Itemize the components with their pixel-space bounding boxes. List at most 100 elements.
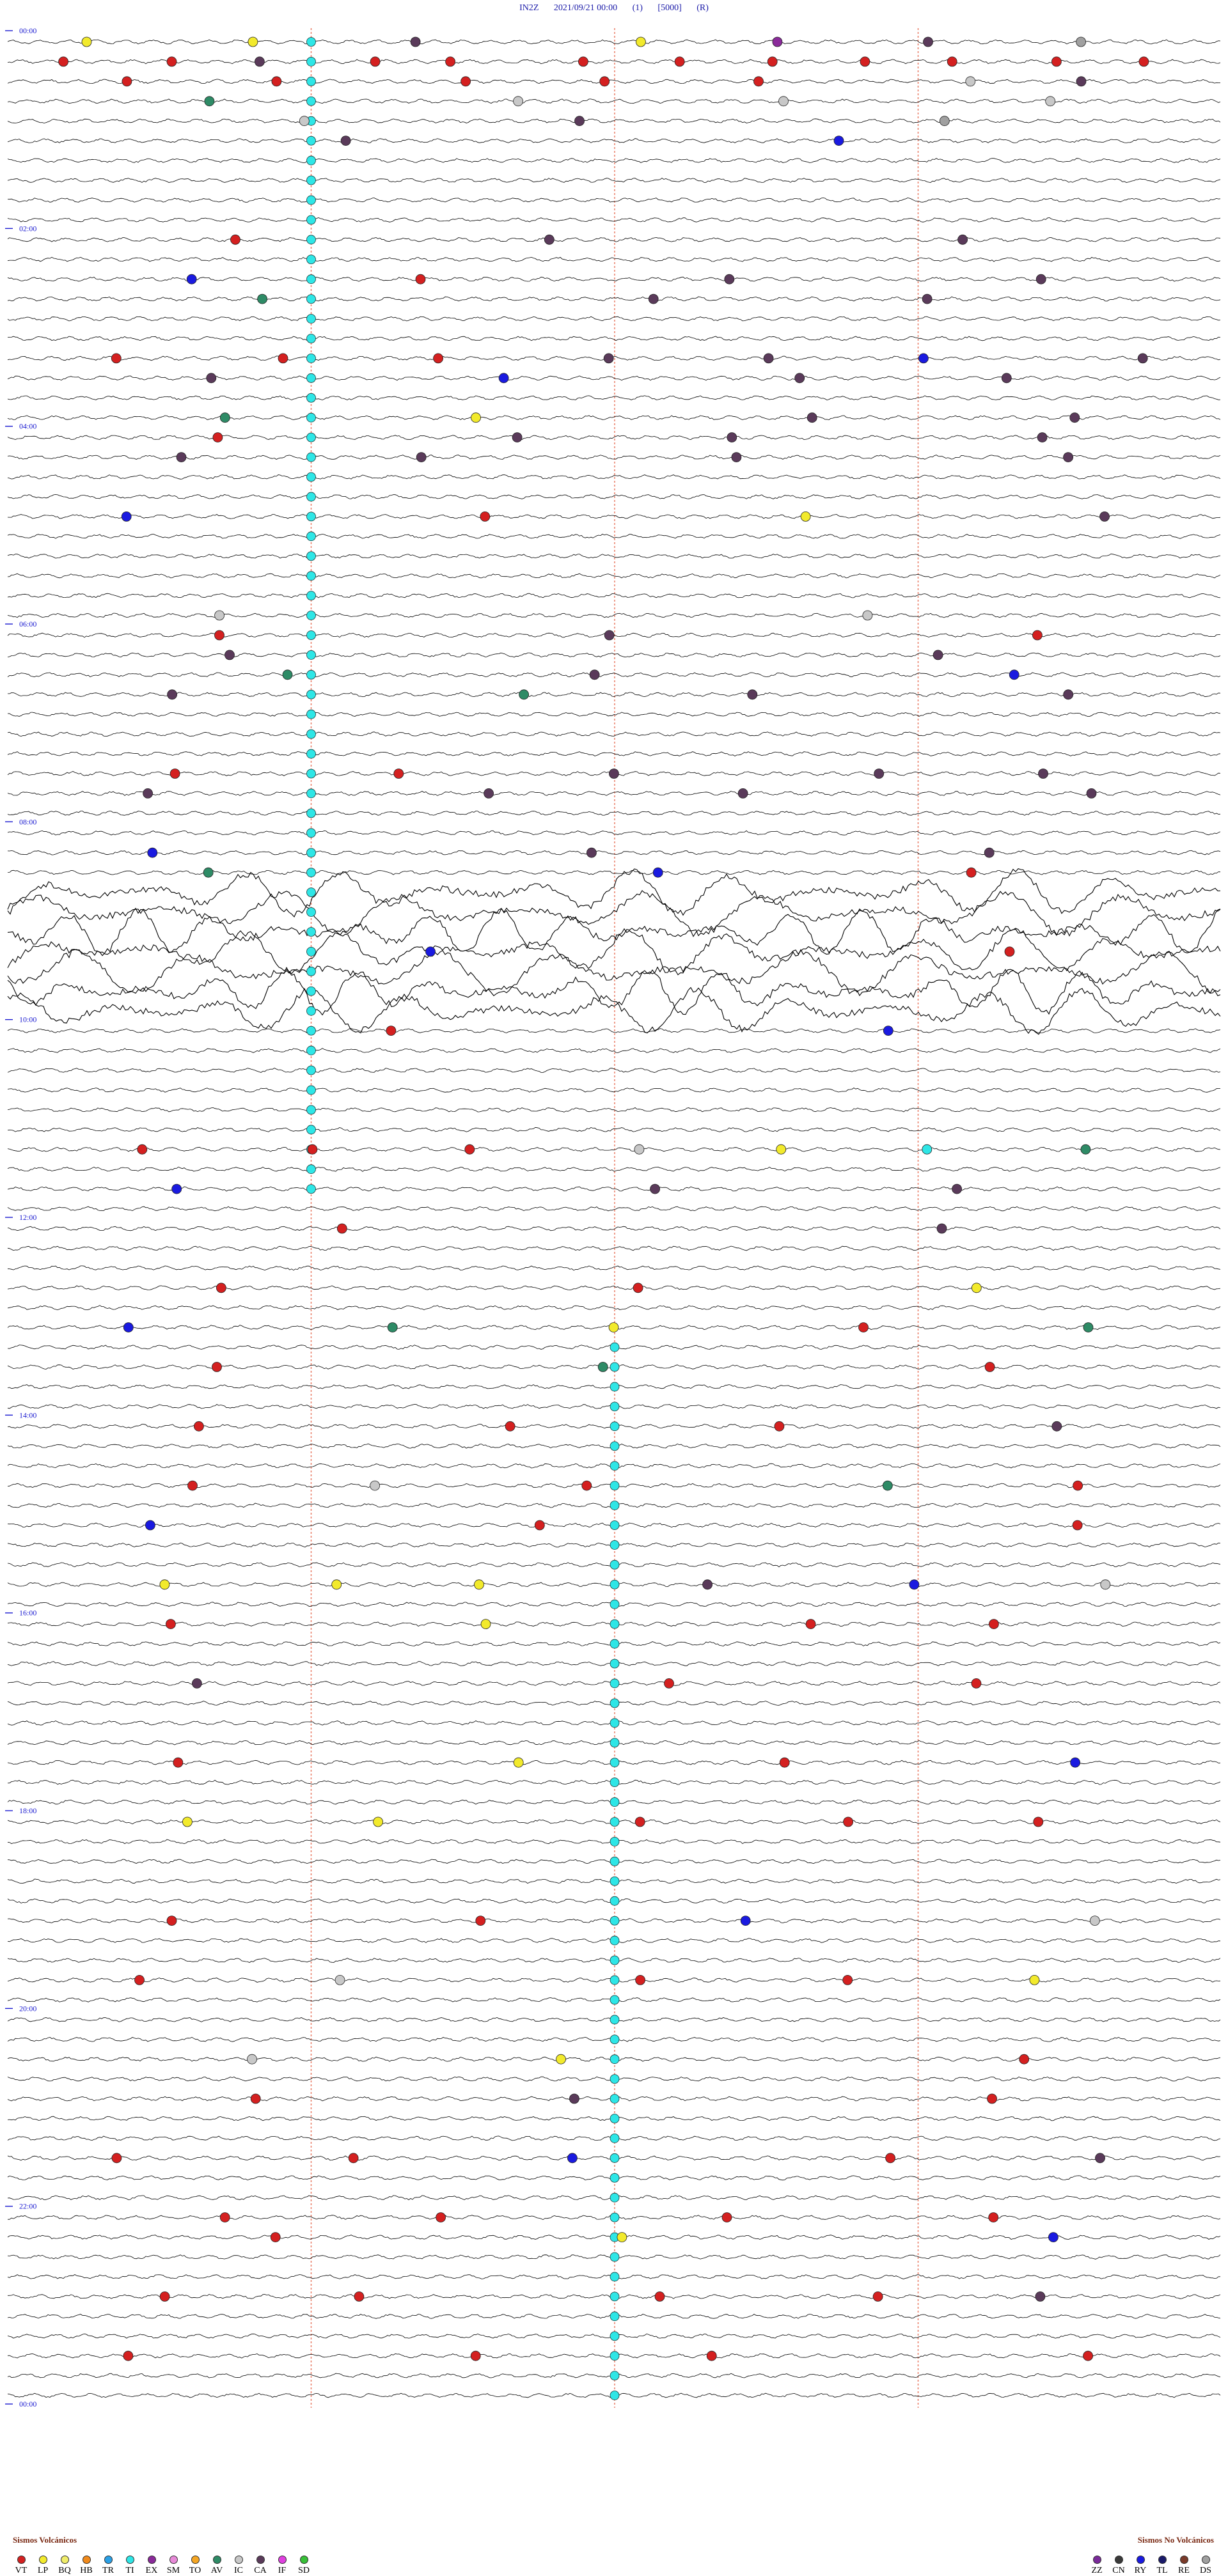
helicorder-plot: 00:00 02:00 04:00 06:00 08:00 10:00 12:00 14:00…	[5, 26, 1221, 2408]
event-marker-vt	[767, 56, 778, 67]
event-marker-vt	[219, 2212, 230, 2223]
event-marker-ca	[254, 56, 265, 67]
event-marker-ti	[610, 1738, 620, 1748]
event-marker-vt	[193, 1421, 204, 1432]
trace-row	[7, 39, 1221, 45]
event-marker-lp	[608, 1322, 619, 1333]
event-marker-ti	[306, 294, 316, 304]
event-marker-vt	[1051, 56, 1062, 67]
event-marker-lp	[471, 412, 481, 423]
event-marker-ti	[306, 472, 316, 482]
event-marker-ca	[586, 847, 597, 858]
event-marker-ca	[604, 630, 615, 641]
event-marker-ti	[610, 1441, 620, 1451]
trace-row	[7, 474, 1221, 480]
legend-code: TO	[189, 2566, 201, 2575]
event-marker-ti	[306, 788, 316, 799]
event-marker-ti	[306, 1045, 316, 1056]
event-marker-vt	[860, 56, 870, 67]
legend-volcanic-items: VT LP BQ HB TR TI EX SM TO AV IC CA IF SD	[13, 2556, 312, 2576]
event-marker-av	[219, 412, 230, 423]
event-marker-ca	[984, 847, 995, 858]
legend-swatch	[104, 2556, 113, 2564]
trace-row	[7, 731, 1221, 737]
event-marker-ti	[610, 1639, 620, 1649]
hour-label: 10:00	[19, 1015, 36, 1024]
trace-row	[7, 949, 1221, 997]
event-marker-ca	[922, 293, 933, 304]
hour-label: 00:00	[19, 2400, 36, 2408]
event-marker-vt	[654, 2291, 665, 2302]
legend-code: SM	[166, 2566, 180, 2575]
event-marker-vt	[187, 1480, 198, 1491]
trace-row	[7, 712, 1221, 717]
legend-non-volcanic-items: ZZ CN RY TL RE DS	[1089, 2556, 1214, 2576]
event-marker-ca	[206, 373, 217, 384]
trace-row	[7, 1305, 1221, 1311]
event-marker-vt	[370, 56, 381, 67]
legend-code: EX	[145, 2566, 158, 2575]
event-marker-vt	[460, 76, 471, 87]
event-marker-ca	[1069, 412, 1080, 423]
hour-label: 02:00	[19, 224, 36, 233]
event-marker-ti	[306, 571, 316, 581]
legend-item-re: RE	[1176, 2556, 1192, 2576]
event-marker-ca	[191, 1678, 202, 1689]
trace-row	[7, 672, 1221, 678]
trace-row	[7, 870, 1221, 875]
event-marker-ca	[1038, 769, 1048, 779]
event-marker-ry	[145, 1520, 155, 1531]
legend-swatch	[38, 2556, 47, 2564]
legend-item-to: TO	[187, 2556, 203, 2576]
event-marker-ti	[610, 1382, 620, 1392]
event-marker-ti	[610, 1698, 620, 1708]
legend-item-sm: SM	[165, 2556, 182, 2576]
event-marker-ic	[513, 96, 523, 107]
event-marker-vt	[159, 2291, 170, 2302]
trace-row	[7, 850, 1221, 855]
event-marker-ti	[306, 828, 316, 838]
legend-item-vt: VT	[13, 2556, 29, 2576]
event-marker-vt	[635, 1974, 645, 1985]
trace-row	[8, 336, 1221, 341]
event-marker-ti	[306, 274, 316, 285]
legend-swatch	[278, 2556, 287, 2564]
event-marker-ti	[610, 2015, 620, 2025]
event-marker-vt	[354, 2291, 365, 2302]
chart-header: IN2Z 2021/09/21 00:00 (1) [5000] (R)	[0, 0, 1228, 19]
legend-code: CN	[1112, 2566, 1125, 2575]
event-marker-lp	[182, 1816, 193, 1827]
event-marker-ti	[306, 1105, 316, 1115]
event-marker-ti	[610, 1817, 620, 1827]
event-marker-ti	[610, 2331, 620, 2341]
trace-row	[7, 1146, 1221, 1152]
event-marker-ry	[652, 867, 663, 878]
event-marker-vt	[433, 353, 443, 364]
event-marker-ti	[306, 1006, 316, 1016]
event-marker-ti	[610, 1777, 620, 1788]
hour-label: 18:00	[19, 1806, 36, 1815]
trace-row	[7, 613, 1221, 618]
event-marker-vt	[534, 1520, 545, 1531]
event-marker-ca	[1001, 373, 1012, 384]
event-marker-ti	[610, 1659, 620, 1669]
event-marker-ti	[306, 136, 316, 146]
event-marker-vt	[664, 1678, 674, 1689]
trace-row	[7, 296, 1221, 302]
legend-code: HB	[80, 2566, 93, 2575]
event-marker-vt	[842, 1974, 853, 1985]
event-marker-ti	[610, 1876, 620, 1886]
event-marker-vt	[393, 769, 404, 779]
trace-row	[7, 276, 1221, 282]
event-marker-vt	[1083, 2350, 1093, 2361]
event-marker-vt	[988, 2212, 999, 2223]
event-marker-ti	[306, 669, 316, 680]
trace-row	[7, 1028, 1221, 1034]
event-marker-ti	[610, 2212, 620, 2222]
event-marker-lp	[636, 36, 646, 47]
event-marker-vt	[843, 1816, 853, 1827]
event-marker-ti	[610, 1916, 620, 1926]
trace-row	[7, 198, 1221, 203]
legend-code: TR	[102, 2566, 114, 2575]
event-marker-lp	[373, 1816, 383, 1827]
